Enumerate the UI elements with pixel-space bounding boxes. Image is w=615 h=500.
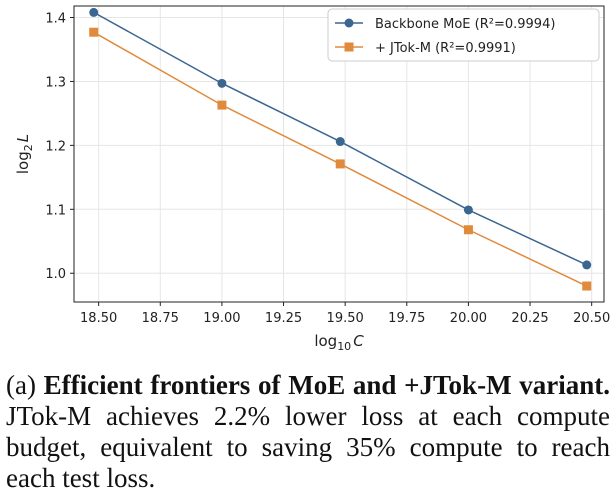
x-tick-label: 19.75 [388, 311, 425, 326]
plot-frame [73, 5, 605, 303]
data-point-jtok-m [89, 27, 99, 37]
figure-caption: (a) Efficient frontiers of MoE and +JTok… [6, 370, 610, 494]
data-point-backbone-moe [463, 205, 473, 215]
y-tick-label: 1.0 [45, 267, 66, 282]
y-tick-label: 1.1 [45, 203, 66, 218]
x-tick-label: 20.00 [450, 311, 487, 326]
data-point-jtok-m [335, 159, 345, 169]
data-point-jtok-m [463, 225, 473, 235]
data-point-jtok-m [217, 100, 227, 110]
data-point-backbone-moe [217, 78, 227, 88]
x-tick-label: 18.50 [80, 311, 117, 326]
y-axis: 1.0 1.1 1.2 1.3 1.4 [45, 12, 74, 282]
caption-bold: Efficient frontiers of MoE and +JTok-M v… [43, 370, 610, 400]
data-point-backbone-moe [89, 7, 99, 17]
x-tick-label: 19.25 [265, 311, 302, 326]
caption-label: (a) [6, 370, 36, 400]
y-tick-label: 1.4 [45, 12, 66, 27]
legend-marker-jtok [344, 42, 354, 52]
x-axis-label: log10 C [314, 332, 364, 353]
data-point-jtok-m [582, 281, 592, 291]
data-point-backbone-moe [335, 137, 345, 147]
legend-marker-backbone [344, 18, 354, 28]
series-group [89, 7, 592, 291]
x-tick-label: 19.00 [203, 311, 240, 326]
x-tick-label: 20.25 [511, 311, 548, 326]
x-tick-label: 19.50 [327, 311, 364, 326]
y-tick-label: 1.3 [45, 75, 66, 90]
legend-box [327, 8, 600, 62]
legend-label-backbone: Backbone MoE (R²=0.9994) [375, 17, 555, 32]
x-axis: 18.50 18.75 19.00 19.25 19.50 19.75 20.00 20.25… [80, 302, 610, 326]
legend-label-jtok: + JTok-M (R²=0.9991) [375, 41, 516, 56]
x-tick-label: 18.75 [142, 311, 179, 326]
y-tick-label: 1.2 [45, 139, 66, 154]
caption-text: JTok-M achieves 2.2% lower loss at each … [6, 401, 610, 493]
legend: Backbone MoE (R²=0.9994) + JTok-M (R²=0.… [327, 8, 600, 62]
series-line-jtok-m [93, 31, 588, 287]
x-tick-label: 20.50 [573, 311, 610, 326]
line-chart: 18.50 18.75 19.00 19.25 19.50 19.75 20.00 20.25… [14, 5, 610, 353]
y-axis-label: log2L [14, 134, 35, 174]
data-point-backbone-moe [582, 260, 592, 270]
